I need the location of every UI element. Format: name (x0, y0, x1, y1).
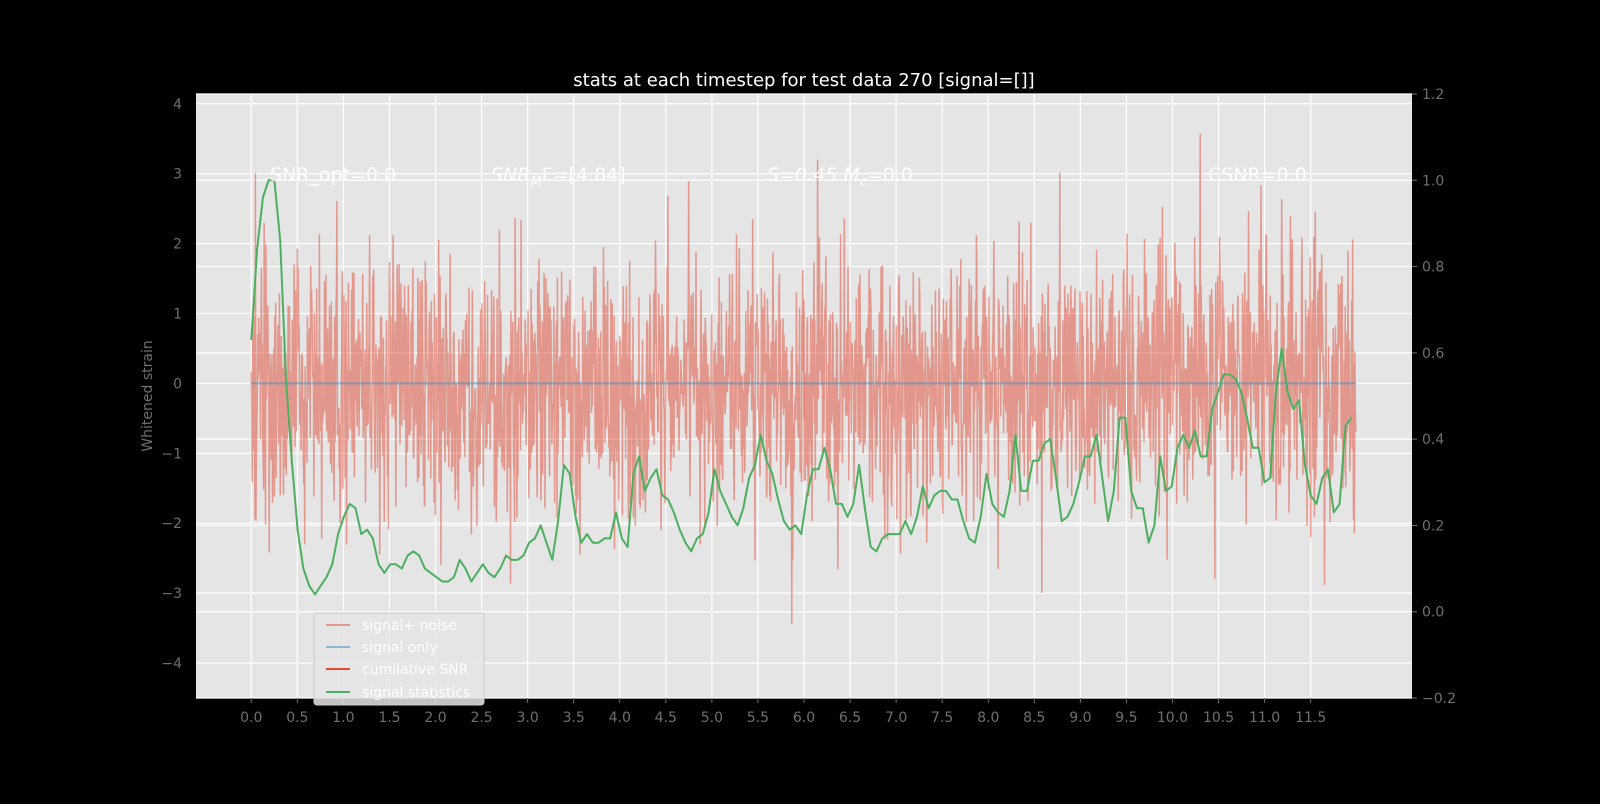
x-tick-label: 5.0 (701, 710, 723, 726)
ticks: 0.0 0.5 1.0 1.5 2.0 2.5 3.0 3.5 4.0 4.5 5.0 5.5 6.0 6… (161, 87, 1456, 726)
x-tick-label: 4.5 (655, 710, 677, 726)
x-tick-label: 8.0 (977, 710, 999, 726)
legend-label-signal-noise: signal+ noise (362, 618, 457, 634)
y-tick-label: 2 (173, 237, 182, 253)
x-tick-label: 11.0 (1249, 710, 1280, 726)
series-layer (250, 133, 1357, 625)
x-tick-label: 3.5 (563, 710, 585, 726)
y2-tick-label: 0.0 (1422, 605, 1444, 621)
annotation-snr-mf: SNRMF=[4.84] (491, 164, 626, 190)
grid (196, 93, 1412, 699)
y2-tick-label: −0.2 (1422, 691, 1456, 707)
y2-tick-label: 1.0 (1422, 173, 1444, 189)
legend: signal+ noise signal only cumilative SNR… (313, 612, 485, 706)
x-tick-label: 0.5 (286, 710, 308, 726)
x-tick-label: 1.0 (332, 710, 354, 726)
legend-box (313, 612, 485, 706)
y2-tick-label: 0.2 (1422, 518, 1444, 534)
y-tick-label: 4 (173, 97, 182, 113)
x-tick-label: 2.5 (470, 710, 492, 726)
x-tick-label: 5.5 (747, 710, 769, 726)
y-tick-label: −2 (161, 516, 182, 532)
y-axis-label: Whitened strain (140, 340, 156, 451)
y-tick-label: 1 (173, 307, 182, 323)
x-tick-label: 9.0 (1069, 710, 1091, 726)
x-tick-label: 6.0 (793, 710, 815, 726)
y2-tick-label: 1.2 (1422, 87, 1444, 103)
y-tick-label: −4 (161, 656, 182, 672)
x-tick-label: 6.5 (839, 710, 861, 726)
x-tick-label: 10.0 (1157, 710, 1188, 726)
x-tick-label: 4.0 (609, 710, 631, 726)
legend-label-signal-only: signal only (362, 640, 437, 656)
x-tick-label: 7.0 (885, 710, 907, 726)
x-tick-label: 11.5 (1295, 710, 1326, 726)
annotations: SNR_opt=0.0 SNRMF=[4.84] S=0.45 Mc=0.0 C… (270, 164, 1307, 190)
x-tick-label: 0.0 (240, 710, 262, 726)
x-tick-label: 1.5 (378, 710, 400, 726)
y2-tick-label: 0.8 (1422, 260, 1444, 276)
y-tick-label: 3 (173, 167, 182, 183)
y-tick-label: 0 (173, 376, 182, 392)
annotation-snr-opt: SNR_opt=0.0 (270, 164, 396, 186)
legend-label-cumulative-snr: cumilative SNR (362, 662, 469, 678)
y-tick-label: −1 (161, 446, 182, 462)
x-tick-label: 3.0 (517, 710, 539, 726)
y2-tick-label: 0.4 (1422, 432, 1444, 448)
x-tick-label: 8.5 (1023, 710, 1045, 726)
y2-tick-label: 0.6 (1422, 346, 1444, 362)
chart-title: stats at each timestep for test data 270… (573, 70, 1034, 91)
legend-label-signal-statistics: signal statistics (362, 685, 470, 701)
y-tick-label: −3 (161, 586, 182, 602)
x-tick-label: 7.5 (931, 710, 953, 726)
x-tick-label: 2.0 (424, 710, 446, 726)
x-tick-label: 9.5 (1115, 710, 1137, 726)
signal-statistics-line (250, 179, 1353, 596)
annotation-csnr: CSNR=0.0 (1208, 164, 1307, 186)
x-tick-label: 10.5 (1203, 710, 1234, 726)
annotation-s-mc: S=0.45 Mc=0.0 (767, 164, 913, 190)
